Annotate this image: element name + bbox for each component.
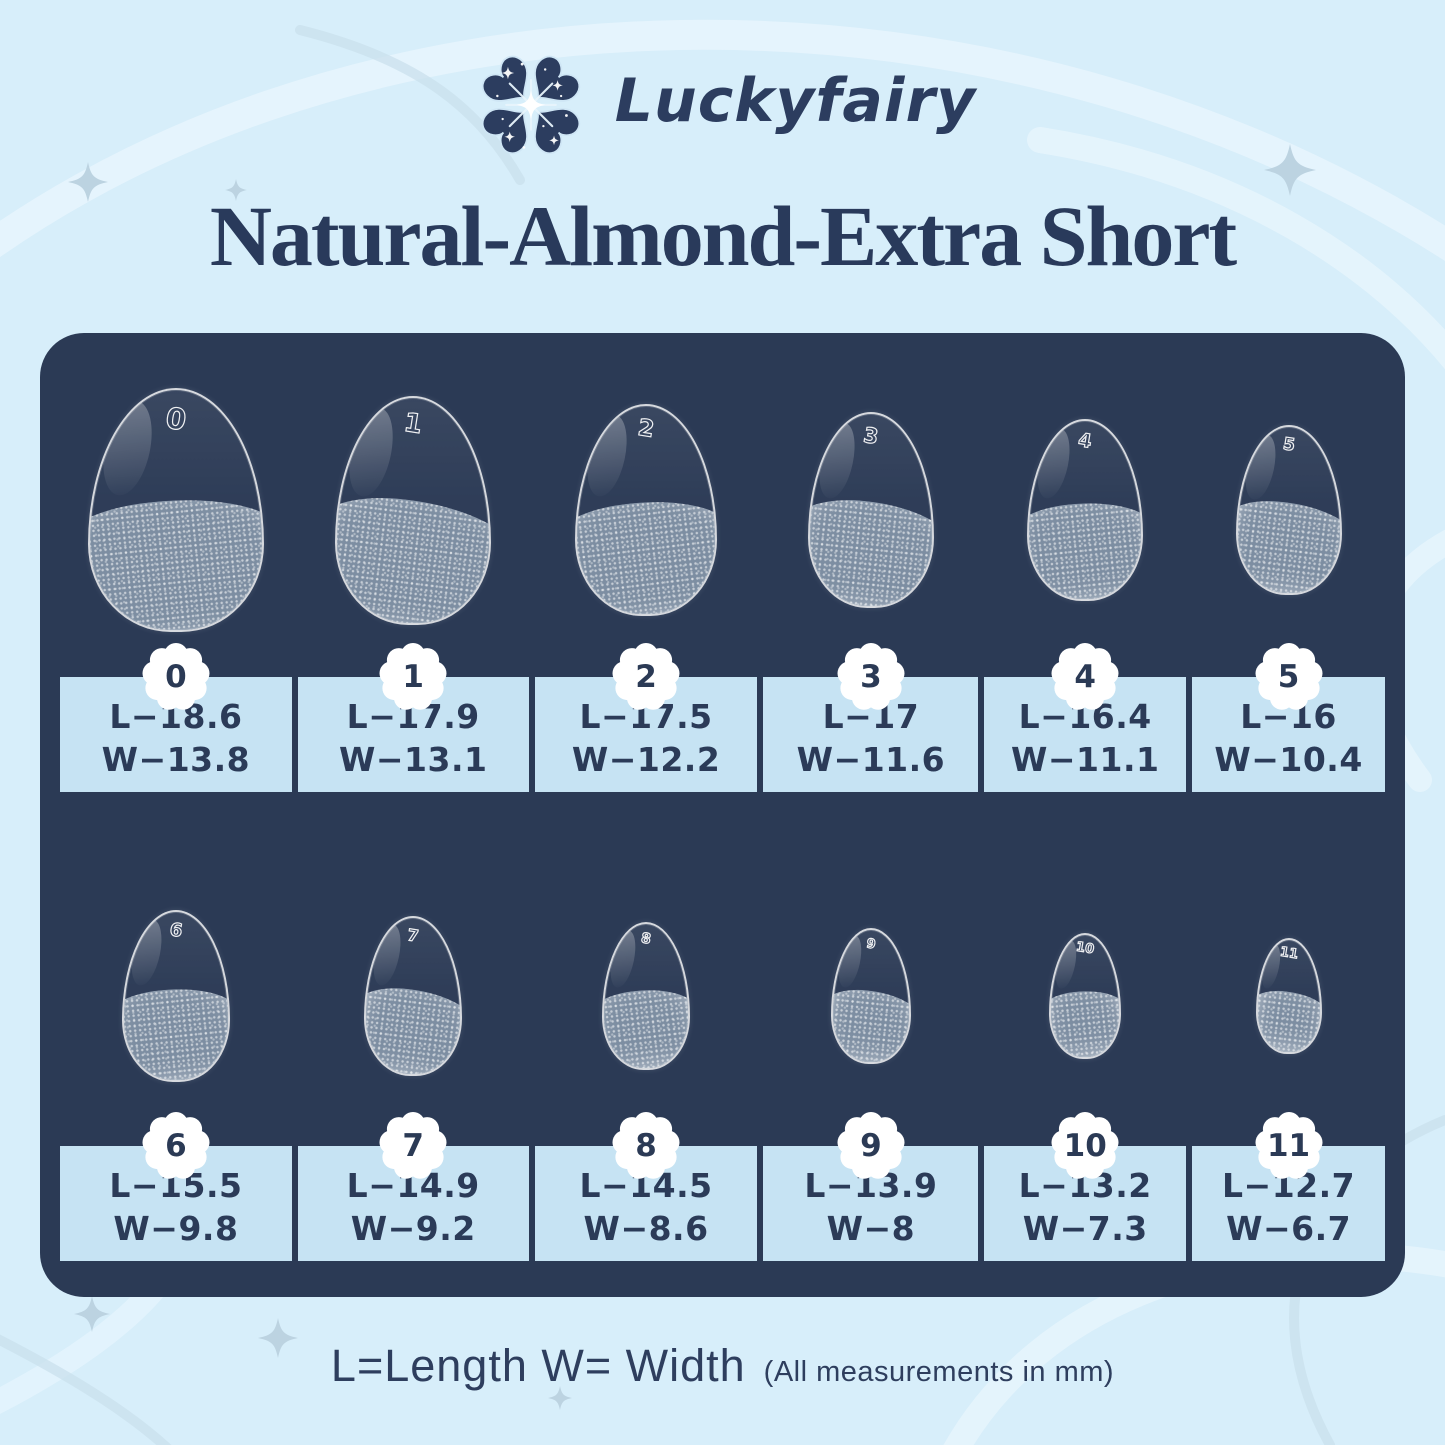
width-value: W−10.4 xyxy=(1214,740,1363,780)
flower-badge: 5 xyxy=(1255,643,1323,711)
width-value: W−11.1 xyxy=(1010,740,1160,780)
flower-badge-icon xyxy=(1255,643,1323,710)
nail-tip-10: 10 xyxy=(1049,933,1122,1059)
flower-badge-icon xyxy=(837,643,905,710)
nail-frost-texture xyxy=(1237,495,1340,593)
size-badge-number: 7 xyxy=(402,1128,424,1164)
size-cell: 4 L−16.4 W−11.1 xyxy=(984,643,1187,792)
width-value: W−6.7 xyxy=(1226,1209,1352,1249)
width-value: W−9.2 xyxy=(350,1209,476,1249)
size-cell: 9 L−13.9 W−8 xyxy=(763,1112,979,1261)
nail-frost-texture xyxy=(809,494,932,606)
flower-badge-icon xyxy=(612,1112,680,1179)
flower-badge-icon xyxy=(1255,1112,1323,1179)
size-cell: 0 L−18.6 W−13.8 xyxy=(60,643,292,792)
flower-badge-icon xyxy=(379,643,447,710)
size-badge-number: 5 xyxy=(1277,659,1300,695)
size-badge-number: 4 xyxy=(1074,659,1096,695)
flower-badge: 0 xyxy=(142,643,210,711)
size-cell: 5 L−16 W−10.4 xyxy=(1192,643,1385,792)
nail-tip-5: 5 xyxy=(1235,425,1342,595)
flower-badge: 11 xyxy=(1255,1112,1323,1180)
size-cell: 8 L−14.5 W−8.6 xyxy=(534,1112,758,1261)
brand-name: Luckyfairy xyxy=(614,66,977,136)
width-value: W−13.1 xyxy=(338,740,488,780)
size-badge-number: 0 xyxy=(165,659,187,695)
nail-frost-texture xyxy=(1029,495,1142,599)
size-cell: 3 L−17 W−11.6 xyxy=(763,643,979,792)
nail-frost-texture xyxy=(1051,986,1120,1057)
nail-frost-texture xyxy=(577,491,716,614)
nail-tip-4: 4 xyxy=(1027,419,1144,601)
clover-logo-icon xyxy=(481,55,580,155)
nail-tip-0: 0 xyxy=(87,388,264,632)
size-cell: 10 L−13.2 W−7.3 xyxy=(984,1112,1187,1261)
page-title: Natural-Almond-Extra Short xyxy=(209,188,1237,284)
flower-badge-icon xyxy=(837,1112,905,1179)
nail-frost-texture xyxy=(604,984,689,1068)
size-badge-number: 2 xyxy=(635,659,657,695)
nail-tip-7: 7 xyxy=(364,916,463,1076)
nail-tip-11: 11 xyxy=(1255,938,1322,1054)
flower-badge: 3 xyxy=(837,643,905,711)
size-chart-panel: 0 1 2 3 4 5 xyxy=(40,333,1405,1297)
nail-frost-texture xyxy=(832,985,909,1062)
flower-badge: 9 xyxy=(837,1112,905,1180)
size-badge-number: 6 xyxy=(165,1128,187,1164)
nail-frost-texture xyxy=(89,489,262,630)
flower-badge-icon xyxy=(1051,643,1119,710)
size-badge-number: 9 xyxy=(860,1128,882,1164)
flower-badge-icon xyxy=(612,643,680,710)
size-badge-number: 3 xyxy=(860,659,882,695)
nail-tip-3: 3 xyxy=(807,412,934,608)
size-cell: 7 L−14.9 W−9.2 xyxy=(297,1112,529,1261)
flower-badge-icon xyxy=(1051,1112,1119,1179)
nail-frost-texture xyxy=(1257,986,1320,1052)
flower-badge: 10 xyxy=(1051,1112,1119,1180)
nail-tip-6: 6 xyxy=(121,910,230,1082)
nail-frost-texture xyxy=(366,982,461,1074)
flower-badge-icon xyxy=(142,1112,210,1179)
width-value: W−11.6 xyxy=(796,740,946,780)
flower-badge-icon xyxy=(379,1112,447,1179)
nail-tip-8: 8 xyxy=(602,922,691,1070)
size-cell: 6 L−15.5 W−9.8 xyxy=(60,1112,292,1261)
flower-badge: 2 xyxy=(612,643,680,711)
nail-tip-9: 9 xyxy=(830,928,911,1064)
width-value: W−7.3 xyxy=(1022,1209,1148,1249)
legend-text: L=Length W= Width xyxy=(330,1340,746,1391)
size-cell: 2 L−17.5 W−12.2 xyxy=(534,643,758,792)
width-value: W−8 xyxy=(826,1209,916,1249)
nail-tip-2: 2 xyxy=(575,404,718,616)
width-value: W−12.2 xyxy=(571,740,721,780)
size-badge-number: 8 xyxy=(635,1128,657,1164)
size-table-row-2: 6 L−15.5 W−9.8 7 L xyxy=(60,1112,1385,1261)
flower-badge: 6 xyxy=(142,1112,210,1180)
size-badge-number: 1 xyxy=(402,659,424,695)
width-value: W−9.8 xyxy=(113,1209,239,1249)
size-table-row-1: 0 L−18.6 W−13.8 1 xyxy=(60,643,1385,792)
width-value: W−13.8 xyxy=(101,740,251,780)
size-badge-number: 10 xyxy=(1063,1128,1107,1164)
legend: L=Length W= Width (All measurements in m… xyxy=(0,1340,1445,1392)
nail-row-2: 6 7 8 9 10 11 xyxy=(60,861,1385,1131)
size-badge-number: 11 xyxy=(1266,1128,1311,1164)
flower-badge: 8 xyxy=(612,1112,680,1180)
size-cell: 11 L−12.7 W−6.7 xyxy=(1192,1112,1385,1261)
flower-badge: 4 xyxy=(1051,643,1119,711)
size-cell: 1 L−17.9 W−13.1 xyxy=(297,643,529,792)
nail-frost-texture xyxy=(337,489,490,623)
flower-badge-icon xyxy=(142,643,210,710)
width-value: W−8.6 xyxy=(583,1209,709,1249)
nail-frost-texture xyxy=(123,982,228,1080)
brand-logo: Luckyfairy xyxy=(0,36,1445,172)
flower-badge: 1 xyxy=(379,643,447,711)
legend-note: (All measurements in mm) xyxy=(763,1356,1115,1388)
flower-badge: 7 xyxy=(379,1112,447,1180)
nail-tip-1: 1 xyxy=(335,395,492,625)
nail-row-1: 0 1 2 3 4 5 xyxy=(60,359,1385,661)
